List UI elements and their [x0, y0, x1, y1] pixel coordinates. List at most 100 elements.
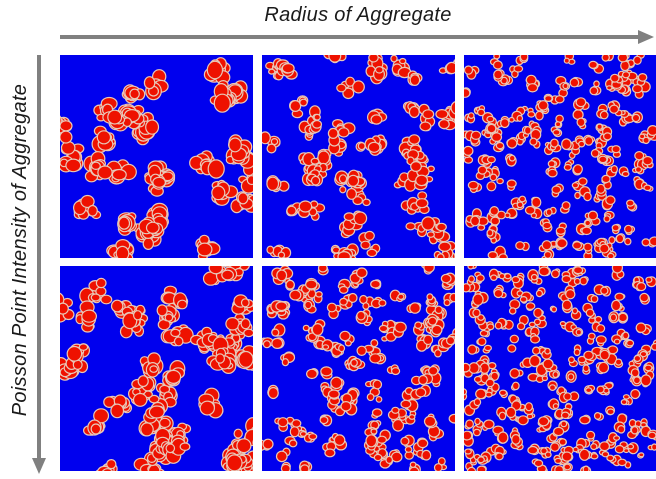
- aggregate-particle: [267, 68, 276, 75]
- aggregate-particle: [601, 55, 610, 62]
- aggregate-particle: [541, 240, 553, 251]
- aggregate-particle: [422, 109, 435, 120]
- aggregate-particle: [320, 366, 333, 377]
- aggregate-particle: [352, 80, 365, 94]
- aggregate-particle: [324, 448, 336, 458]
- aggregate-particle: [409, 74, 421, 86]
- aggregate-particle: [372, 379, 383, 390]
- aggregate-particle: [590, 443, 598, 451]
- aggregate-particle: [470, 215, 481, 227]
- aggregate-particle: [266, 176, 280, 192]
- aggregate-particle: [344, 340, 352, 347]
- aggregate-particle: [554, 121, 562, 128]
- aggregate-particle: [148, 394, 160, 404]
- aggregate-particle: [518, 195, 527, 203]
- aggregate-particle: [427, 316, 438, 326]
- aggregate-particle: [511, 433, 521, 445]
- aggregate-particle: [423, 266, 435, 273]
- aggregate-particle: [390, 451, 403, 463]
- aggregate-particle: [554, 457, 562, 464]
- aggregate-particle: [473, 375, 483, 383]
- aggregate-particle: [80, 194, 95, 209]
- aggregate-particle: [476, 465, 487, 471]
- aggregate-particle: [308, 433, 318, 441]
- aggregate-particle: [391, 367, 401, 376]
- aggregate-particle: [448, 413, 455, 424]
- aggregate-particle: [477, 337, 487, 347]
- aggregate-particle: [573, 348, 581, 357]
- aggregate-particle: [614, 292, 625, 301]
- aggregate-particle: [328, 55, 342, 63]
- aggregate-particle: [633, 354, 642, 363]
- aggregate-particle: [337, 127, 350, 138]
- aggregate-particle: [648, 236, 656, 247]
- aggregate-particle: [509, 334, 520, 344]
- aggregate-particle: [196, 242, 213, 257]
- aggregate-particle: [129, 88, 140, 100]
- aggregate-particle: [582, 364, 590, 373]
- aggregate-particle: [617, 425, 626, 434]
- aggregate-particle: [170, 328, 181, 338]
- aggregate-particle: [635, 322, 647, 333]
- aggregate-field: [60, 55, 253, 258]
- aggregate-particle: [440, 273, 452, 284]
- aggregate-particle: [352, 196, 363, 206]
- aggregate-particle: [347, 174, 360, 187]
- aggregate-particle: [506, 179, 517, 188]
- aggregate-particle: [132, 310, 143, 321]
- aggregate-particle: [391, 406, 400, 414]
- aggregate-particle: [271, 337, 284, 350]
- aggregate-particle: [60, 130, 73, 144]
- aggregate-particle: [640, 421, 648, 428]
- aggregate-particle: [409, 461, 417, 468]
- aggregate-particle: [467, 180, 479, 190]
- aggregate-particle: [464, 388, 468, 396]
- aggregate-particle: [610, 164, 618, 174]
- aggregate-particle: [345, 76, 355, 87]
- aggregate-particle: [599, 110, 609, 120]
- aggregate-particle: [118, 216, 131, 230]
- aggregate-particle: [148, 405, 165, 419]
- aggregate-particle: [606, 85, 613, 91]
- aggregate-particle: [374, 66, 384, 74]
- aggregate-particle: [529, 335, 541, 344]
- aggregate-particle: [486, 155, 496, 164]
- aggregate-particle: [511, 381, 520, 391]
- panel-r1-c1: [60, 55, 253, 258]
- aggregate-particle: [527, 111, 536, 118]
- aggregate-particle: [594, 315, 603, 323]
- aggregate-particle: [603, 132, 613, 141]
- aggregate-particle: [475, 388, 487, 400]
- aggregate-particle: [563, 57, 570, 64]
- aggregate-particle: [578, 448, 591, 461]
- aggregate-particle: [78, 343, 89, 351]
- aggregate-particle: [615, 233, 625, 244]
- aggregate-particle: [572, 446, 579, 453]
- aggregate-particle: [289, 99, 302, 112]
- aggregate-particle: [645, 276, 653, 284]
- aggregate-particle: [467, 112, 475, 119]
- aggregate-particle: [394, 321, 407, 333]
- aggregate-particle: [223, 266, 233, 268]
- aggregate-particle: [631, 84, 643, 94]
- aggregate-particle: [508, 307, 517, 315]
- aggregate-particle: [593, 80, 600, 88]
- aggregate-particle: [322, 344, 330, 350]
- aggregate-particle: [438, 241, 452, 252]
- aggregate-particle: [333, 434, 346, 446]
- aggregate-particle: [537, 416, 550, 427]
- aggregate-particle: [644, 364, 653, 372]
- aggregate-particle: [281, 63, 295, 74]
- aggregate-particle: [433, 463, 443, 471]
- aggregate-particle: [357, 141, 366, 151]
- aggregate-particle: [277, 251, 286, 258]
- aggregate-particle: [206, 60, 224, 80]
- aggregate-particle: [434, 305, 443, 315]
- aggregate-particle: [449, 292, 455, 303]
- aggregate-particle: [613, 338, 621, 345]
- aggregate-particle: [419, 121, 432, 132]
- aggregate-particle: [367, 141, 381, 153]
- aggregate-particle: [599, 441, 611, 452]
- aggregate-particle: [327, 389, 340, 399]
